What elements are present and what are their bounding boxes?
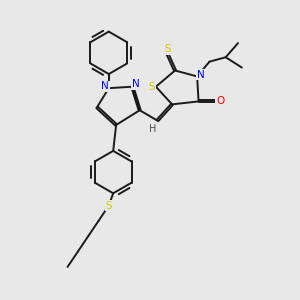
Text: O: O bbox=[216, 96, 224, 106]
Text: S: S bbox=[148, 82, 155, 92]
Text: H: H bbox=[149, 124, 157, 134]
Text: N: N bbox=[132, 79, 140, 89]
Text: S: S bbox=[106, 201, 112, 211]
Text: S: S bbox=[164, 44, 171, 54]
Text: N: N bbox=[101, 81, 109, 92]
Text: N: N bbox=[197, 70, 205, 80]
